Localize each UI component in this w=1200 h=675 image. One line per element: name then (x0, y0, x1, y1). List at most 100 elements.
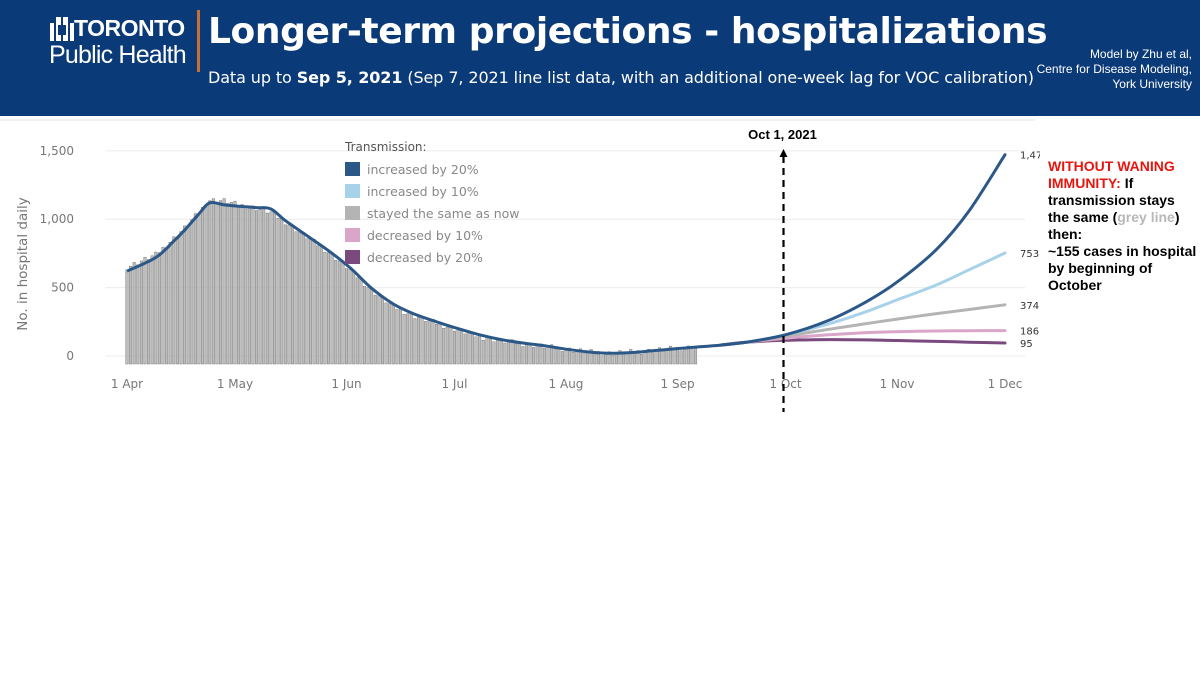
observed-bar (125, 269, 129, 365)
observed-bar (265, 212, 269, 365)
subtitle-suffix: (Sep 7, 2021 line list data, with an add… (402, 68, 1034, 87)
observed-bar (481, 340, 485, 365)
x-tick-label: 1 Apr (111, 377, 143, 391)
observed-bar (488, 337, 492, 365)
series-end-label: 95 (1020, 339, 1033, 350)
observed-bar (186, 225, 190, 365)
logo-wordmark-bottom: Public Health (49, 41, 187, 69)
hospitalization-projection-chart: 0 500 1,000 1,500 1 Apr 1 May 1 Jun 1 Jul 1 Aug… (0, 119, 1040, 412)
observed-bar (301, 232, 305, 365)
observed-bar (686, 345, 690, 365)
observed-bar (517, 341, 521, 365)
page-title: Longer-term projections - hospitalizatio… (208, 11, 1048, 52)
x-tick-label: 1 May (217, 377, 253, 391)
observed-bar (535, 345, 539, 365)
observed-bar (161, 246, 165, 365)
observed-bar (521, 346, 525, 365)
observed-bar (373, 295, 377, 365)
observed-bar (377, 295, 381, 365)
projection-line (719, 153, 1007, 347)
observed-bar (546, 346, 550, 365)
observed-bar (309, 238, 313, 365)
observed-bar (337, 260, 341, 365)
observed-bar (201, 206, 205, 365)
observed-bar (352, 270, 356, 365)
observed-bar (532, 347, 536, 365)
observed-bar (672, 349, 676, 365)
observed-bar (298, 231, 302, 365)
fitted-line (126, 200, 747, 355)
observed-bar (291, 225, 295, 365)
observed-bar (193, 213, 197, 365)
observed-bar (589, 349, 593, 365)
observed-bar (258, 209, 262, 365)
chart-gridlines (0, 119, 1035, 357)
observed-bar (157, 252, 161, 365)
observed-bar (413, 318, 417, 365)
observed-bar (506, 341, 510, 365)
observed-bar (150, 255, 154, 365)
x-tick-label: 1 Dec (988, 377, 1023, 391)
observed-bar (208, 200, 212, 365)
observed-bar (578, 348, 582, 365)
observed-bar (319, 245, 323, 365)
observed-bar (593, 353, 597, 365)
observed-bar (240, 204, 244, 365)
observed-bar (427, 320, 431, 365)
series-end-label: 753 (1020, 249, 1039, 260)
observed-bar (431, 319, 435, 365)
observed-bar (287, 224, 291, 365)
observed-bar (604, 353, 608, 365)
observed-bar (323, 252, 327, 365)
legend-swatch (345, 228, 360, 242)
observed-bar (222, 198, 226, 365)
observed-bar (668, 345, 672, 365)
observed-bar (172, 236, 176, 365)
observed-bar (280, 218, 284, 365)
legend-item-label: decreased by 10% (367, 228, 483, 243)
observed-bar (510, 339, 514, 365)
observed-bar (251, 205, 255, 365)
observed-bar (499, 338, 503, 365)
observed-bar (237, 205, 241, 365)
observed-bar (330, 253, 334, 365)
observed-bar (658, 347, 662, 365)
note-text: If transmission stays the same ( (1048, 175, 1175, 225)
legend-swatch (345, 250, 360, 264)
y-tick-label: 0 (66, 349, 74, 363)
observed-bar (632, 352, 636, 365)
observed-bar (273, 211, 277, 365)
observed-bar (456, 329, 460, 365)
observed-bar (215, 202, 219, 365)
observed-bar (650, 352, 654, 365)
observed-bar (683, 348, 687, 365)
y-tick-label: 1,000 (40, 212, 74, 226)
y-tick-label: 1,500 (40, 144, 74, 158)
observed-bar (416, 317, 420, 365)
observed-bar (424, 321, 428, 365)
observed-bar (334, 259, 338, 365)
observed-bar (406, 313, 410, 365)
observed-bar (528, 342, 532, 365)
observed-bar (643, 351, 647, 365)
observed-bar (679, 350, 683, 365)
observed-bar (640, 353, 644, 365)
note-heading: WITHOUT WANING IMMUNITY: (1048, 158, 1175, 191)
observed-bar (355, 277, 359, 365)
marker-arrowhead (779, 149, 788, 157)
observed-bar (661, 350, 665, 365)
observed-bar (143, 257, 147, 365)
observed-bar (129, 265, 133, 365)
observed-bar (226, 203, 230, 365)
legend-title: Transmission: (344, 140, 427, 154)
observed-bar (233, 200, 237, 365)
observed-bar (190, 219, 194, 365)
legend-item-label: increased by 20% (367, 162, 479, 177)
observed-bar (550, 344, 554, 365)
observed-bar (568, 347, 572, 365)
chart-legend: Transmission: increased by 20% increased … (344, 140, 520, 265)
observed-bar (636, 350, 640, 365)
observed-bar (316, 245, 320, 365)
observed-bar (420, 316, 424, 365)
